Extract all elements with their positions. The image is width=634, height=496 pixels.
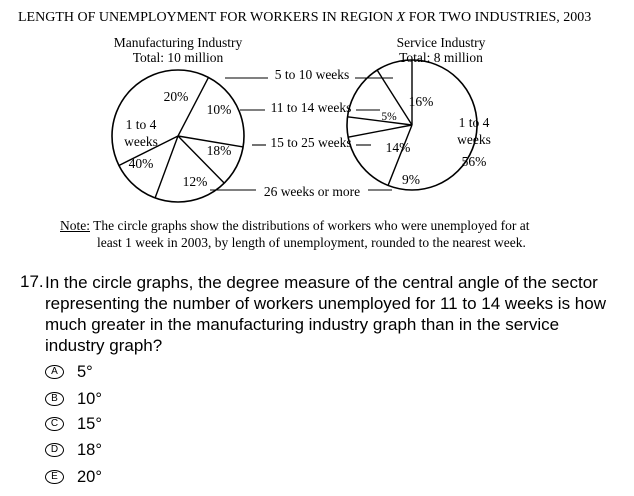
choice-value-b: 10° [77,389,102,408]
pie-1-slice-4-value: 9% [402,172,420,187]
answer-choice-a[interactable]: A 5° [45,362,93,382]
pie-0-slice-2-edge [177,135,244,148]
category-label-4: 26 weeks or more [264,184,360,199]
pie-charts: 1 to 4 weeks 40% 20% 10% 18% 12% Manufacturing … [111,35,491,203]
pie-1-name: Service Industry [397,35,486,50]
chart-title-pre: LENGTH OF UNEMPLOYMENT FOR WORKERS IN RE… [18,10,397,25]
choice-bubble-d[interactable]: D [45,443,64,457]
note-line-1: Note: The circle graphs show the distrib… [60,217,580,234]
pie-0-slice-0-value: 40% [129,156,154,171]
choice-value-e: 20° [77,467,102,486]
choice-bubble-c[interactable]: C [45,417,64,431]
choice-bubble-b[interactable]: B [45,392,64,406]
choice-value-a: 5° [77,362,93,381]
pie-1-slice-4-edge [376,69,413,126]
pie-0-big-label-line2: weeks [124,134,158,149]
pie-0-slice-1-edge [177,77,210,137]
pie-0-slice-2-value: 10% [207,102,232,117]
pie-1-slice-1-edge [387,124,413,186]
pie-0-slice-3-value: 18% [207,143,232,158]
pie-1-big-label-line2: weeks [457,132,491,147]
answer-choice-c[interactable]: C 15° [45,414,102,434]
note-label: Note: [60,218,90,233]
pie-0-slice-4-value: 12% [183,174,208,189]
pie-1-big-label-line1: 1 to 4 [459,115,490,130]
question-text: In the circle graphs, the degree measure… [45,273,606,355]
pie-0-slice-0-edge [118,135,179,167]
pie-0-slice-1-value: 20% [164,89,189,104]
pie-1-slice-2-edge [348,124,413,138]
category-label-3: 15 to 25 weeks [270,135,351,150]
pie-0-slice-4-edge [154,135,179,199]
choice-bubble-e[interactable]: E [45,470,64,484]
pie-1-slice-3-value: 14% [386,140,411,155]
choice-value-c: 15° [77,414,102,433]
note-text-1: The circle graphs show the distributions… [90,218,530,233]
pie-0-big-label-line1: 1 to 4 [126,117,157,132]
pie-1-slice-0-value: 56% [462,154,487,169]
pie-0-total: Total: 10 million [133,50,224,65]
chart-note: Note: The circle graphs show the distrib… [60,217,580,251]
pie-1-slice-3-edge [347,116,413,126]
pie-1-slice-1-value: 16% [409,94,434,109]
pie-1-total: Total: 8 million [399,50,483,65]
pie-0-slice-3-edge [177,135,225,184]
choice-bubble-a[interactable]: A [45,365,64,379]
chart-title-variable: X [396,10,406,25]
chart-title: LENGTH OF UNEMPLOYMENT FOR WORKERS IN RE… [18,10,591,26]
answer-choice-e[interactable]: E 20° [45,467,102,487]
chart-title-post: FOR TWO INDUSTRIES, 2003 [405,10,592,25]
pie-1-slice-2-value: 5% [381,111,397,123]
pie-0-name: Manufacturing Industry [114,35,243,50]
answer-choice-b[interactable]: B 10° [45,389,102,409]
category-label-2: 11 to 14 weeks [271,100,352,115]
answer-choice-d[interactable]: D 18° [45,440,102,460]
question-number: 17. [20,272,44,291]
category-label-1: 5 to 10 weeks [275,67,350,82]
choice-value-d: 18° [77,440,102,459]
note-text-2: least 1 week in 2003, by length of unemp… [97,235,526,250]
